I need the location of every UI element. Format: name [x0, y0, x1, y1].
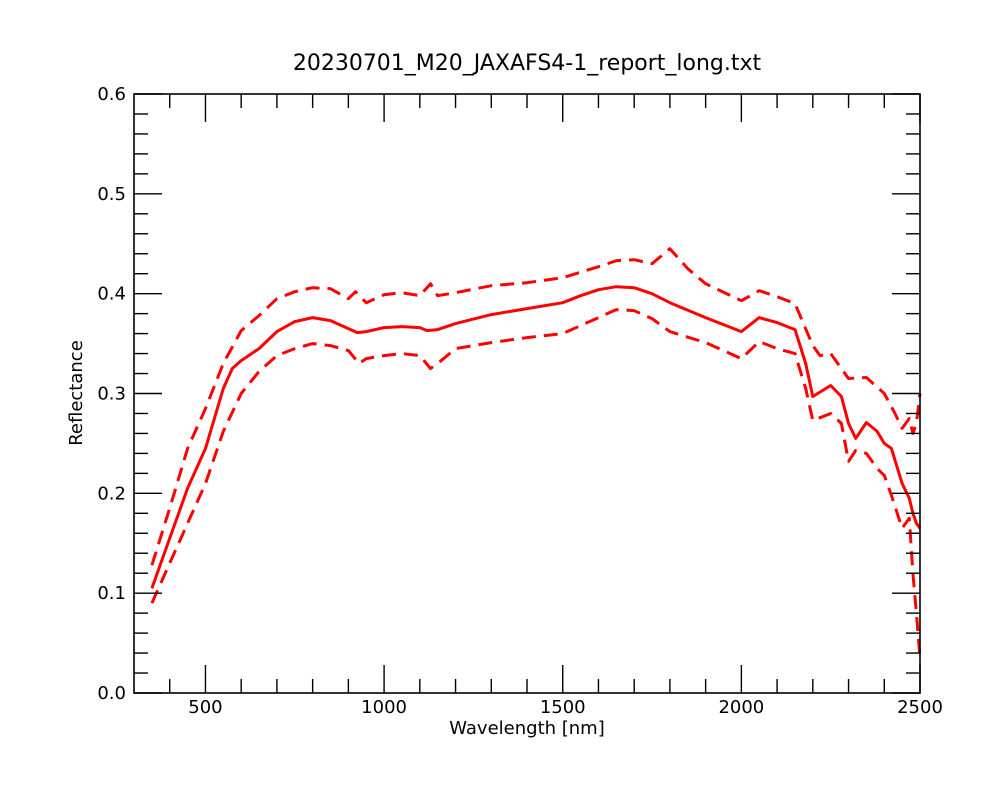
x-tick-label: 2000 — [718, 697, 764, 718]
series-layer — [150, 247, 922, 659]
y-tick-label: 0.2 — [97, 483, 126, 504]
x-tick-label: 1500 — [540, 697, 586, 718]
y-tick-label: 0.0 — [97, 683, 126, 704]
y-tick-label: 0.4 — [97, 284, 126, 305]
y-tick-label: 0.5 — [97, 184, 126, 205]
plot-frame — [133, 93, 921, 694]
tick-layer: 500 1000 1500 2000 2500 0.0 0.1 0.2 0.3 0.4 0.5 0.6 — [97, 84, 943, 718]
x-tick-label: 1000 — [361, 697, 407, 718]
y-axis-title: Reflectance — [66, 340, 87, 446]
y-tick-label: 0.6 — [97, 84, 126, 105]
series-line-mean — [150, 285, 922, 589]
chart-title: 20230701_M20_JAXAFS4-1_report_long.txt — [293, 51, 762, 76]
y-tick-label: 0.1 — [97, 583, 126, 604]
y-tick-label: 0.3 — [97, 384, 126, 405]
x-axis-title: Wavelength [nm] — [449, 718, 605, 739]
series-line-bound-2 — [150, 308, 922, 659]
x-tick-label: 2500 — [897, 697, 943, 718]
x-tick-label: 500 — [188, 697, 222, 718]
series-line-bound-1 — [150, 247, 922, 566]
